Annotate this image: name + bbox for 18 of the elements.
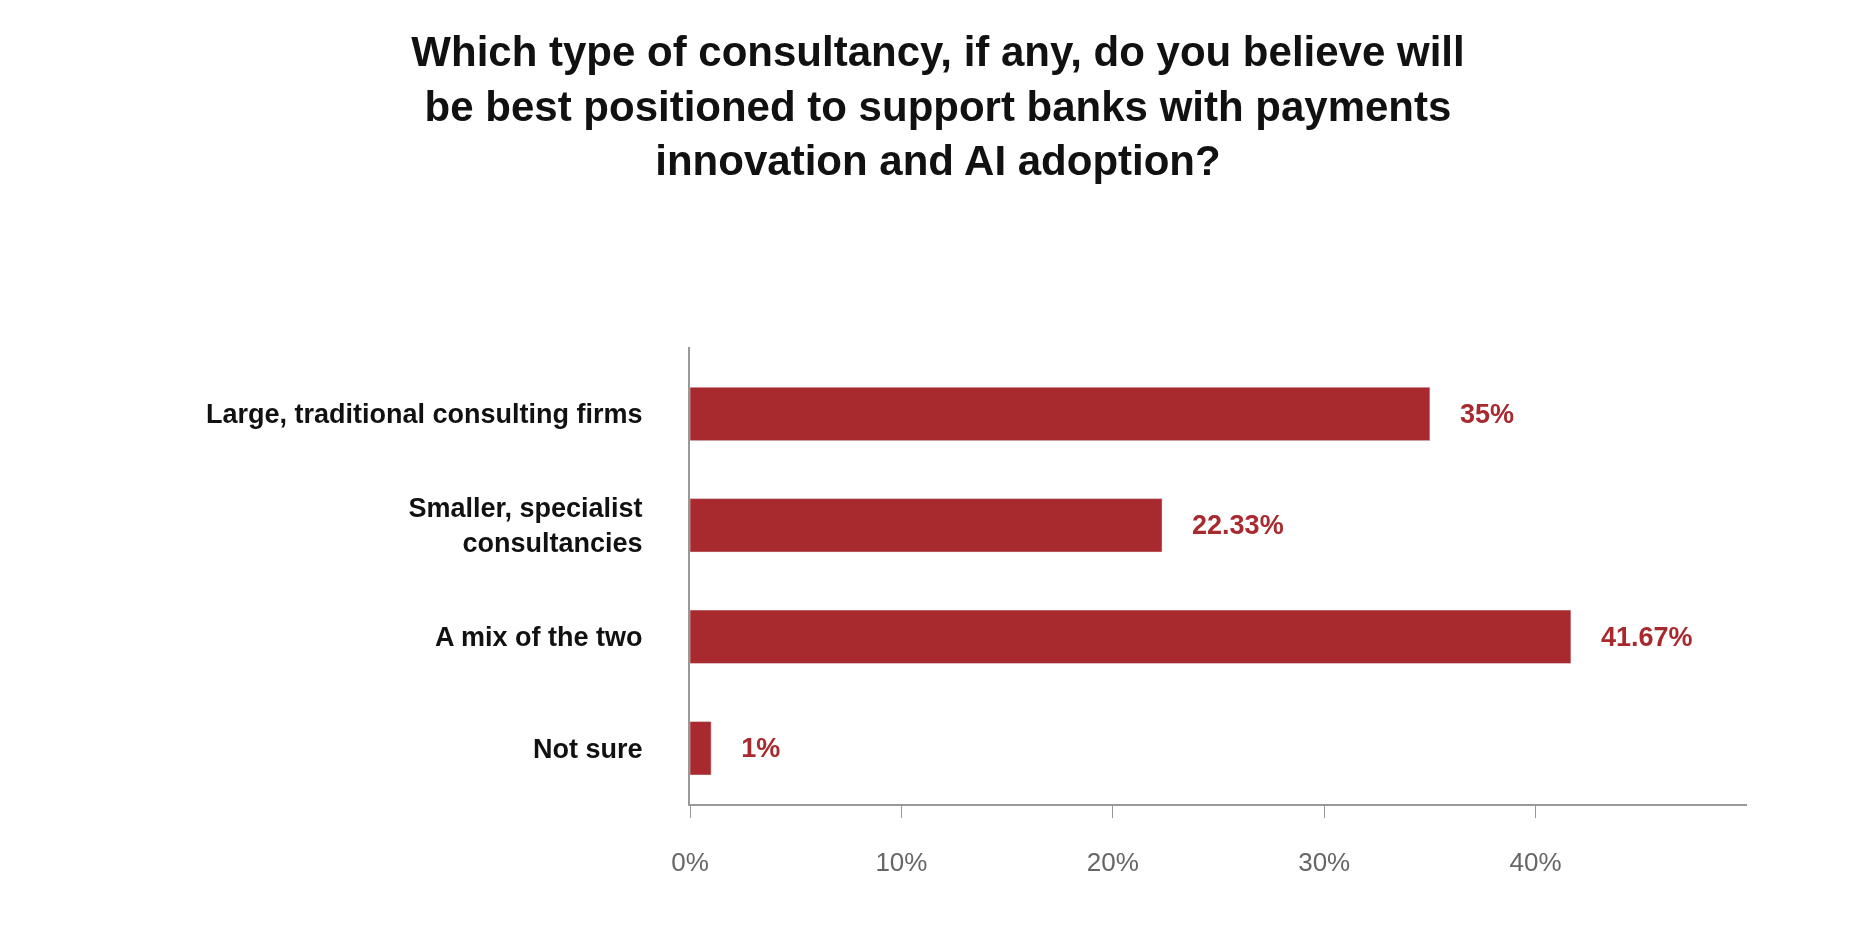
data-label: 41.67% (1573, 621, 1693, 652)
bar (690, 386, 1431, 441)
data-label: 22.33% (1165, 510, 1284, 541)
y-tick-label: Not sure (533, 733, 643, 764)
y-tick-label: Large, traditional consulting firms (206, 399, 643, 430)
bar (690, 721, 712, 776)
x-tick-label: 0% (671, 847, 709, 878)
chart-title: Which type of consultancy, if any, do you believe will be best positioned to support banks with payments innovation and AI adoption? (411, 27, 1465, 185)
bar (690, 498, 1163, 553)
bar (690, 609, 1572, 664)
x-tick-label: 40% (1509, 847, 1562, 878)
y-tick-label: A mix of the two (435, 622, 643, 653)
x-tick-label: 20% (1086, 847, 1139, 878)
x-tick-label: 10% (875, 847, 928, 878)
data-label: 35% (1432, 398, 1514, 429)
y-tick-label: Smaller, specialist consultancies (408, 493, 643, 559)
x-tick-label: 30% (1298, 847, 1351, 878)
data-label: 1% (714, 733, 781, 764)
